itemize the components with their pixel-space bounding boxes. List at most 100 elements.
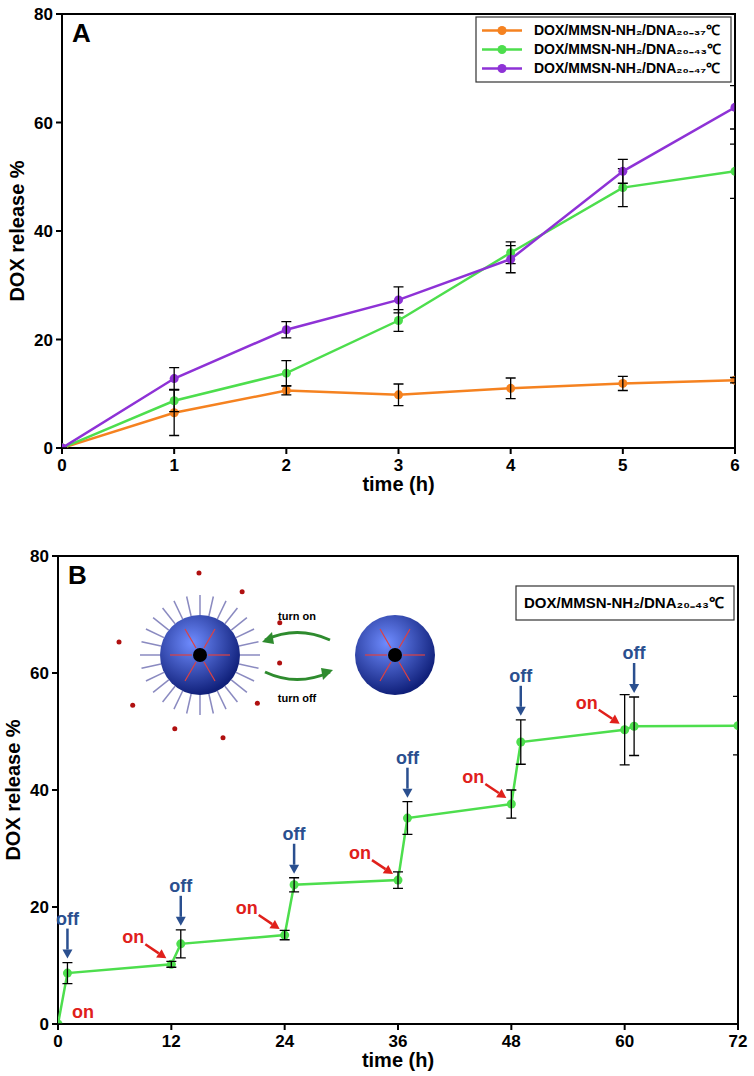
strand bbox=[217, 601, 226, 619]
x-tick-label: 1 bbox=[169, 456, 178, 475]
arrow-shaft bbox=[259, 915, 273, 924]
pore bbox=[185, 662, 196, 681]
annotation: off bbox=[169, 876, 193, 896]
pore bbox=[403, 654, 425, 655]
x-tick-label: 0 bbox=[57, 456, 66, 475]
y-axis-title: DOX release % bbox=[2, 719, 24, 860]
arrow-head bbox=[156, 949, 166, 958]
strand bbox=[199, 695, 201, 715]
strand bbox=[163, 608, 175, 624]
x-tick bbox=[285, 448, 287, 454]
strand bbox=[153, 680, 169, 692]
annotation: off bbox=[283, 824, 307, 844]
panel: 0204060800122436486072time (h)DOX releas… bbox=[2, 547, 747, 1071]
x-tick-label: 60 bbox=[615, 1032, 634, 1051]
arrow-head bbox=[62, 950, 72, 959]
y-tick-label: 20 bbox=[30, 898, 49, 917]
error-bar bbox=[62, 447, 67, 448]
legend-box bbox=[516, 586, 734, 620]
arrow bbox=[516, 686, 526, 716]
x-tick bbox=[398, 448, 400, 454]
y-tick-label: 0 bbox=[40, 1015, 49, 1034]
annotation: on bbox=[72, 1002, 94, 1022]
error-bar bbox=[506, 246, 516, 273]
error-bar bbox=[730, 377, 735, 382]
strand bbox=[217, 691, 226, 709]
arrow-head bbox=[176, 917, 186, 926]
error-bar bbox=[280, 930, 290, 939]
arrow-head bbox=[516, 707, 526, 716]
data-area bbox=[58, 695, 738, 1024]
data-point bbox=[58, 1020, 63, 1025]
annotation: off bbox=[396, 748, 420, 768]
pore bbox=[208, 654, 230, 655]
arrow bbox=[145, 944, 166, 958]
x-tick bbox=[622, 448, 624, 454]
x-tick bbox=[734, 448, 736, 454]
y-tick-label: 80 bbox=[34, 5, 53, 24]
error-bar bbox=[281, 361, 291, 386]
pore bbox=[380, 662, 391, 681]
legend: DOX/MMSN-NH₂/DNA₂₀₋₄₃℃ bbox=[516, 586, 734, 620]
error-bar bbox=[506, 790, 516, 818]
arrow bbox=[599, 710, 620, 724]
y-tick-label: 0 bbox=[44, 439, 53, 458]
strand bbox=[239, 642, 258, 646]
error-bar bbox=[166, 961, 176, 967]
data-point bbox=[280, 931, 289, 940]
pore bbox=[380, 629, 391, 648]
error-bar bbox=[618, 376, 628, 390]
error-bar bbox=[281, 322, 291, 338]
data-point bbox=[167, 960, 176, 969]
x-tick bbox=[624, 1024, 626, 1030]
annotation: off bbox=[509, 666, 533, 686]
y-tick bbox=[52, 555, 58, 557]
arrow-shaft bbox=[485, 784, 499, 793]
arrow-shaft bbox=[66, 929, 69, 950]
error-bar bbox=[733, 696, 738, 755]
strand bbox=[187, 597, 191, 616]
legend-box bbox=[476, 17, 731, 82]
strand bbox=[146, 672, 164, 681]
legend-swatch bbox=[498, 45, 507, 54]
drug-dot bbox=[196, 571, 201, 576]
y-axis-title: DOX release % bbox=[6, 160, 28, 301]
pore bbox=[365, 654, 387, 655]
series-line bbox=[62, 171, 735, 448]
legend-label: DOX/MMSN-NH₂/DNA₂₀₋₄₃℃ bbox=[534, 41, 721, 57]
arrow-head bbox=[609, 715, 619, 724]
arrow-head bbox=[629, 684, 639, 693]
y-tick bbox=[52, 672, 58, 674]
arrow-head bbox=[289, 865, 299, 874]
data-point bbox=[731, 376, 736, 385]
x-axis-title: time (h) bbox=[362, 473, 434, 495]
panel-label: A bbox=[72, 18, 91, 48]
strand bbox=[146, 629, 164, 638]
strand bbox=[209, 694, 213, 713]
error-bar bbox=[402, 802, 412, 835]
cycle-arrow bbox=[265, 672, 330, 680]
y-tick-label: 20 bbox=[34, 331, 53, 350]
pore bbox=[399, 629, 410, 648]
error-bar bbox=[620, 695, 630, 765]
error-bar bbox=[62, 963, 72, 984]
strand bbox=[174, 601, 183, 619]
arrow bbox=[62, 929, 72, 959]
arrow-shaft bbox=[293, 844, 296, 865]
strand bbox=[142, 664, 161, 668]
x-tick bbox=[61, 448, 63, 454]
error-bar bbox=[169, 368, 179, 390]
error-bar bbox=[176, 930, 186, 958]
figure: 0204060800123456time (h)DOX release %ADO… bbox=[0, 0, 754, 1076]
annotation: on bbox=[236, 898, 258, 918]
x-tick bbox=[170, 1024, 172, 1030]
core bbox=[193, 648, 207, 662]
error-bar bbox=[516, 720, 526, 764]
arrow bbox=[372, 860, 393, 874]
arrow-shaft bbox=[145, 944, 159, 953]
arrow-shaft bbox=[372, 860, 386, 869]
series-line bbox=[58, 726, 738, 1024]
y-tick bbox=[56, 339, 62, 341]
arrow bbox=[259, 915, 280, 929]
error-bar bbox=[394, 384, 404, 406]
